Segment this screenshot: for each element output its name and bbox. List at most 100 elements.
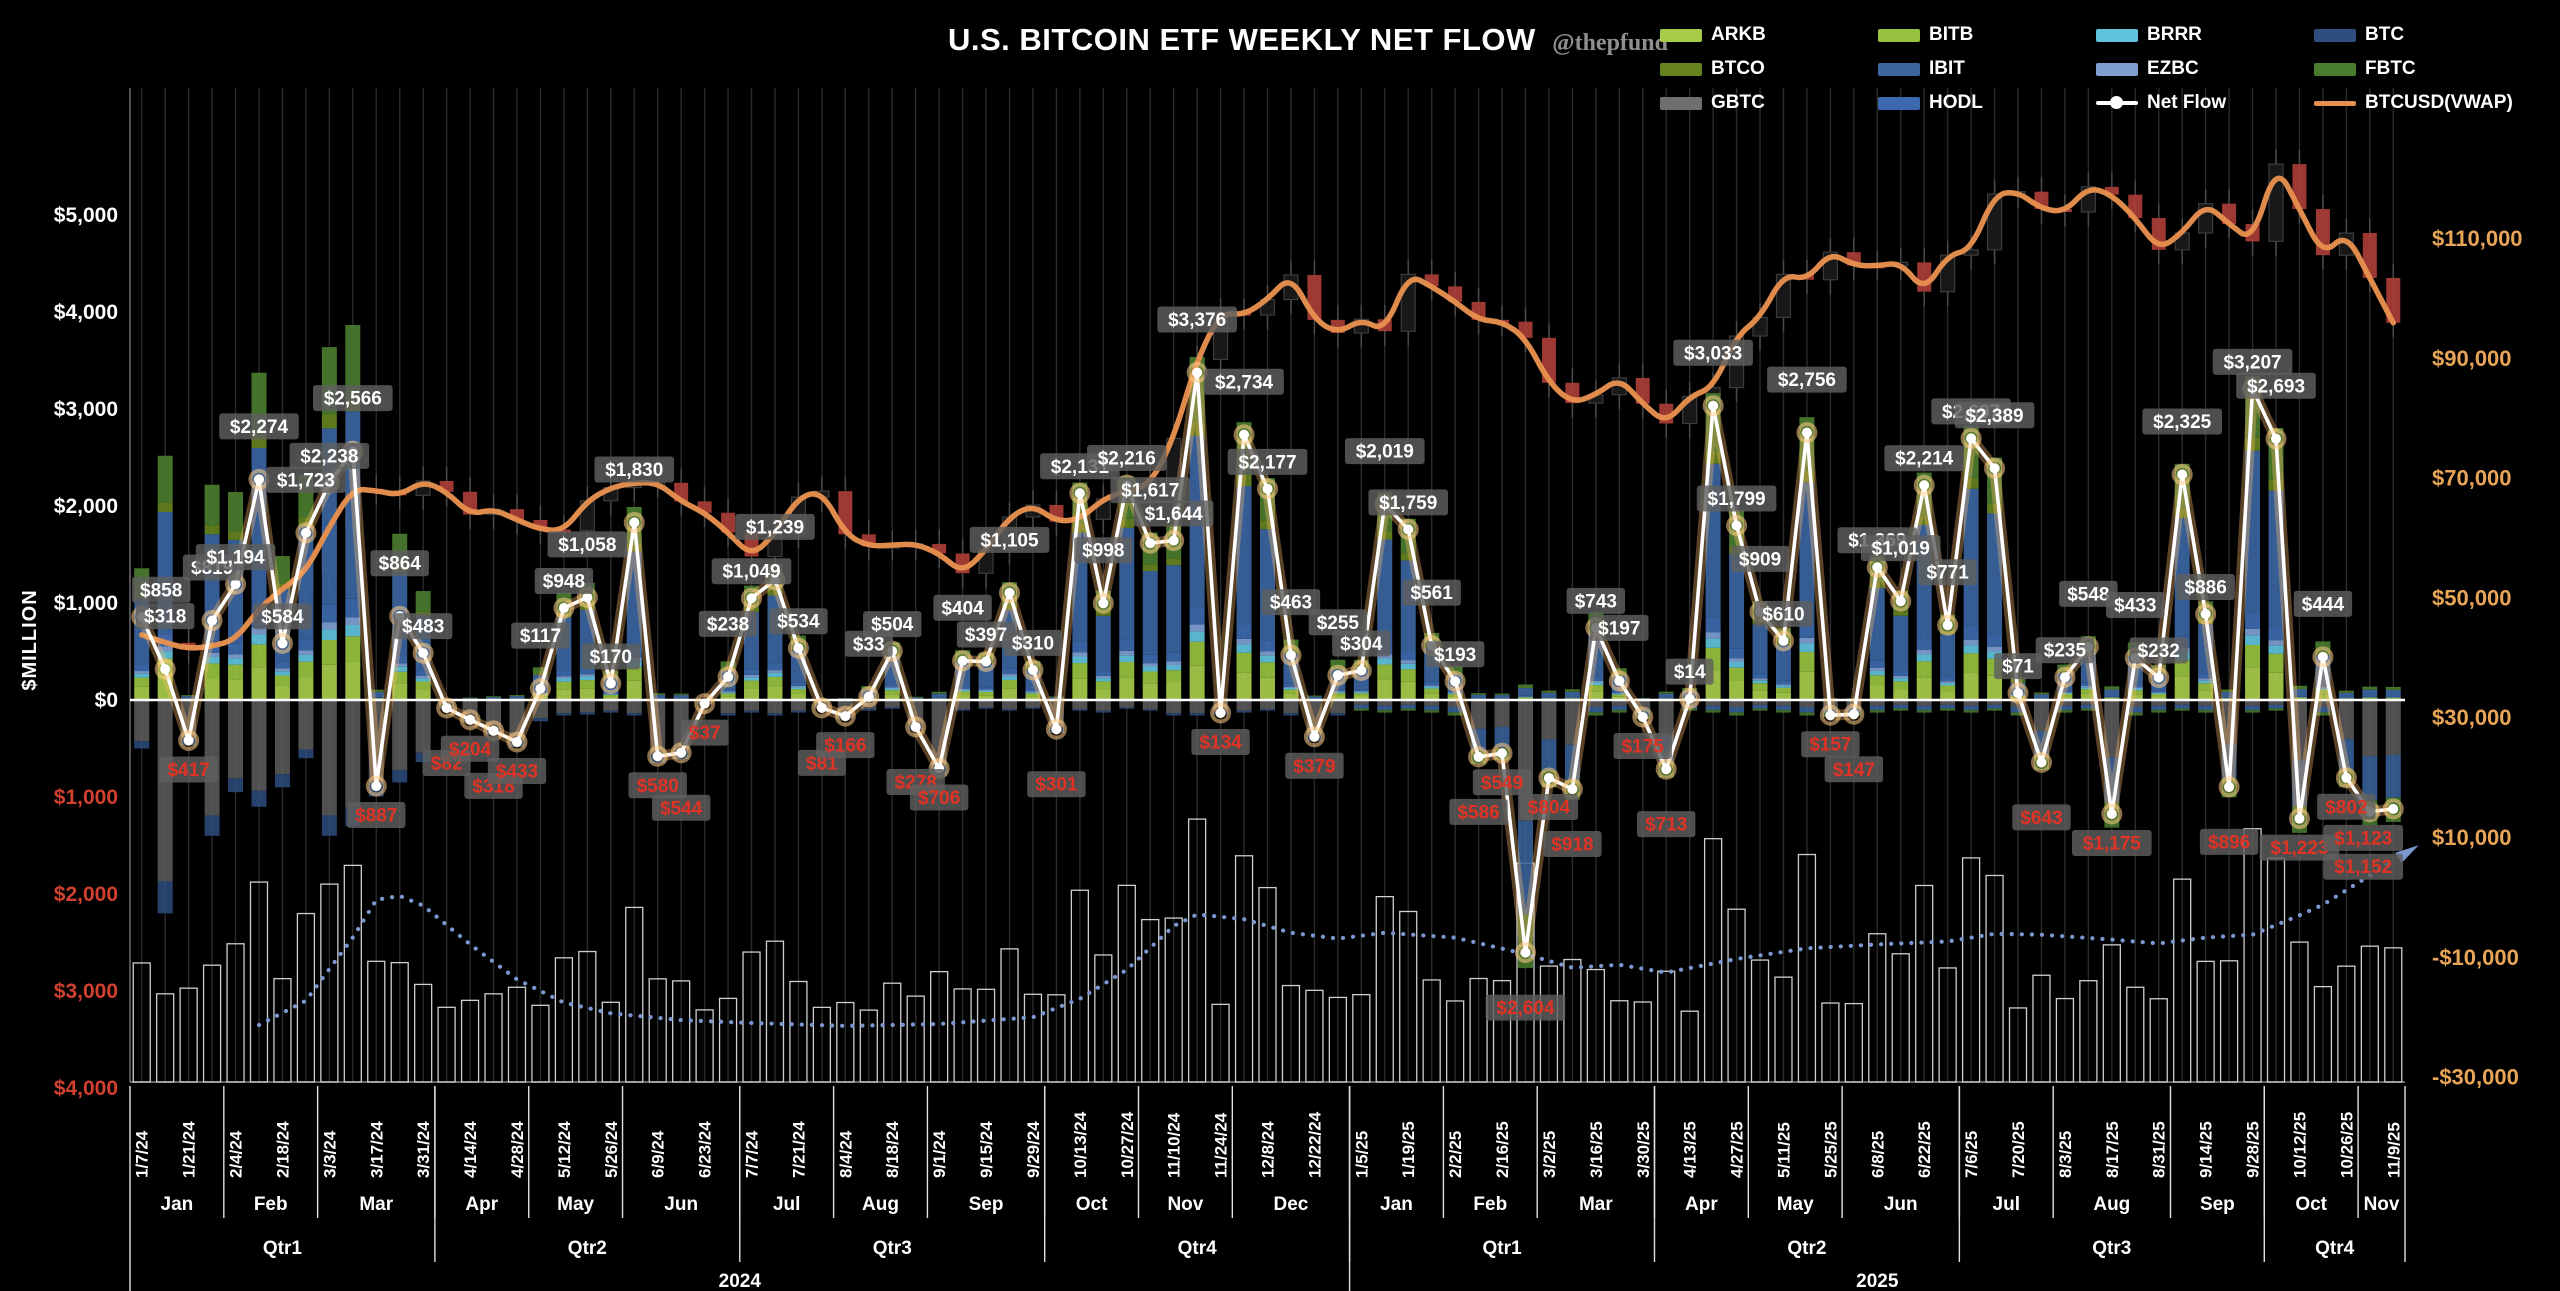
date-tick: 7/20/25 <box>2009 1121 2028 1178</box>
month-label: Sep <box>2200 1194 2235 1215</box>
data-label: $896 <box>2208 832 2250 853</box>
date-tick: 2/16/25 <box>1493 1121 1512 1178</box>
date-tick: 9/29/24 <box>1024 1121 1043 1178</box>
data-label: $170 <box>590 647 632 668</box>
data-label: $147 <box>1833 760 1875 781</box>
data-label: $232 <box>2138 641 2180 662</box>
date-tick: 2/2/25 <box>1446 1131 1465 1178</box>
month-label: Feb <box>1473 1194 1507 1215</box>
left-axis-tick: $4,000 <box>54 301 118 324</box>
month-label: Nov <box>1167 1194 1203 1215</box>
data-label: $1,223 <box>2270 838 2328 859</box>
data-label: $117 <box>520 626 561 647</box>
data-label: $548 <box>2067 584 2109 605</box>
legend-label: BTCO <box>1711 58 1765 79</box>
left-axis-tick: $5,000 <box>54 204 118 227</box>
month-label: Nov <box>2364 1194 2400 1215</box>
right-axis-tick: $50,000 <box>2432 585 2512 610</box>
legend-item-arkb: ARKB <box>1660 18 1878 52</box>
left-axis-tick: $2,000 <box>54 883 118 906</box>
data-label: $580 <box>637 776 679 797</box>
quarter-label: Qtr4 <box>2315 1238 2355 1259</box>
month-label: Dec <box>1274 1194 1309 1215</box>
month-label: Oct <box>2295 1194 2327 1215</box>
legend-label: FBTC <box>2365 58 2416 79</box>
date-tick: 6/23/24 <box>696 1121 715 1178</box>
data-label: $37 <box>689 723 721 744</box>
left-axis-tick: $3,000 <box>54 980 118 1003</box>
ezbc-swatch-icon <box>2096 62 2138 76</box>
date-tick: 11/9/25 <box>2384 1122 2403 1178</box>
data-label: $549 <box>1481 773 1523 794</box>
date-tick: 4/13/25 <box>1681 1121 1700 1178</box>
quarter-label: Qtr1 <box>1482 1238 1522 1259</box>
legend-label: IBIT <box>1929 58 1965 79</box>
data-label: $238 <box>707 614 749 635</box>
data-label: $713 <box>1645 815 1687 836</box>
date-tick: 8/31/25 <box>2150 1121 2169 1178</box>
brrr-swatch-icon <box>2096 28 2138 42</box>
data-label: $1,799 <box>1708 489 1766 510</box>
data-label: $948 <box>543 572 585 593</box>
date-tick: 4/14/24 <box>461 1121 480 1178</box>
left-axis-tick: $1,000 <box>54 592 118 615</box>
quarter-label: Qtr3 <box>873 1238 912 1259</box>
left-axis-tick: $1,000 <box>54 786 118 809</box>
legend-item-net-flow: Net Flow <box>2096 86 2314 120</box>
data-label: $1,123 <box>2334 828 2392 849</box>
data-label: $204 <box>449 739 492 760</box>
month-label: Sep <box>969 1194 1004 1215</box>
data-label: $1,644 <box>1145 504 1204 525</box>
data-label: $918 <box>1551 835 1593 856</box>
data-label: $304 <box>1340 634 1383 655</box>
quarter-label: Qtr2 <box>568 1238 607 1259</box>
data-label: $2,238 <box>300 446 358 467</box>
data-label: $1,152 <box>2334 857 2392 878</box>
quarter-label: Qtr3 <box>2092 1238 2131 1259</box>
date-tick: 8/4/24 <box>836 1130 855 1178</box>
legend-label: GBTC <box>1711 92 1765 113</box>
date-tick: 4/28/24 <box>508 1121 527 1178</box>
date-tick: 3/31/24 <box>414 1121 433 1178</box>
date-tick: 4/27/25 <box>1728 1121 1747 1178</box>
date-tick: 5/12/24 <box>555 1121 574 1178</box>
data-label: $301 <box>1035 775 1078 796</box>
date-tick: 6/9/24 <box>649 1130 668 1178</box>
date-tick: 5/26/24 <box>602 1121 621 1178</box>
legend-item-hodl: HODL <box>1878 86 2096 120</box>
bitb-swatch-icon <box>1878 28 1920 42</box>
right-axis-tick: -$30,000 <box>2432 1065 2519 1090</box>
data-label: $1,759 <box>1379 493 1437 514</box>
legend-label: BTCUSD(VWAP) <box>2365 92 2513 113</box>
quarter-label: Qtr4 <box>1178 1238 1218 1259</box>
right-axis-tick: -$10,000 <box>2432 945 2519 970</box>
month-label: Aug <box>2093 1194 2130 1215</box>
data-label: $2,274 <box>230 417 289 438</box>
date-tick: 1/7/24 <box>133 1130 152 1178</box>
data-label: $2,019 <box>1356 442 1414 463</box>
data-label: $1,194 <box>206 548 265 569</box>
data-label: $743 <box>1575 591 1617 612</box>
year-label: 2025 <box>1856 1271 1899 1291</box>
data-label: $3,033 <box>1684 343 1742 364</box>
legend-label: ARKB <box>1711 24 1766 45</box>
date-tick: 5/11/25 <box>1774 1122 1793 1178</box>
quarter-label: Qtr2 <box>1787 1238 1826 1259</box>
date-tick: 12/8/24 <box>1259 1121 1278 1178</box>
data-label: $310 <box>1012 633 1054 654</box>
legend-item-btcusd-vwap-: BTCUSD(VWAP) <box>2314 86 2559 120</box>
month-label: Jun <box>664 1194 698 1215</box>
data-label: $586 <box>1457 802 1499 823</box>
date-tick: 12/22/24 <box>1305 1111 1324 1178</box>
data-label: $444 <box>2302 594 2345 615</box>
legend-label: BTC <box>2365 24 2405 45</box>
quarter-label: Qtr1 <box>263 1238 303 1259</box>
btc-swatch-icon <box>2314 28 2356 42</box>
data-label: $2,756 <box>1778 370 1836 391</box>
data-label: $483 <box>402 617 444 638</box>
month-label: Jul <box>773 1194 800 1215</box>
btco-swatch-icon <box>1660 62 1702 76</box>
data-label: $2,177 <box>1238 452 1296 473</box>
data-label: $643 <box>2020 808 2062 829</box>
right-axis-tick: $110,000 <box>2432 226 2523 251</box>
